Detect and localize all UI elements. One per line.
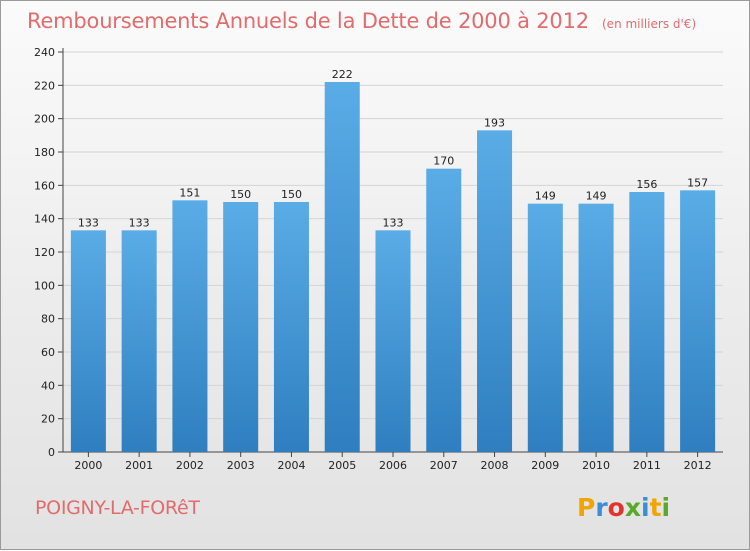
x-tick-label: 2004 — [277, 459, 305, 472]
data-label: 150 — [281, 188, 302, 201]
data-label: 157 — [687, 176, 708, 189]
bar — [121, 230, 157, 452]
proxiti-logo[interactable]: Proxiti — [577, 493, 670, 522]
bar — [680, 190, 716, 453]
x-tick-label: 2008 — [481, 459, 509, 472]
brand-letter: o — [607, 493, 625, 522]
brand-letter: t — [649, 493, 662, 522]
chart-title: Remboursements Annuels de la Dette de 20… — [27, 9, 589, 33]
x-tick-label: 2009 — [531, 459, 559, 472]
data-label: 150 — [230, 188, 251, 201]
bars — [70, 82, 716, 453]
y-tick-label: 80 — [41, 313, 55, 326]
bar — [578, 203, 614, 452]
brand-letter: x — [624, 493, 641, 522]
data-label: 133 — [383, 216, 404, 229]
town-name: POIGNY-LA-FORêT — [35, 497, 200, 519]
data-label: 222 — [332, 68, 353, 81]
data-label: 133 — [129, 216, 150, 229]
brand-letter: r — [595, 493, 608, 522]
data-label: 149 — [535, 190, 556, 203]
bar — [375, 230, 411, 452]
y-tick-label: 140 — [34, 213, 55, 226]
x-tick-label: 2012 — [684, 459, 712, 472]
bar — [629, 192, 665, 452]
x-tick-label: 2005 — [328, 459, 356, 472]
y-tick-label: 40 — [41, 379, 55, 392]
bar — [527, 203, 563, 452]
bar — [426, 168, 462, 452]
data-label: 193 — [484, 116, 505, 129]
data-label: 156 — [636, 178, 657, 191]
y-tick-label: 120 — [34, 246, 55, 259]
y-tick-label: 180 — [34, 146, 55, 159]
y-tick-label: 220 — [34, 79, 55, 92]
y-tick-label: 100 — [34, 279, 55, 292]
title-row: Remboursements Annuels de la Dette de 20… — [27, 9, 696, 33]
y-tick-label: 20 — [41, 413, 55, 426]
x-tick-label: 2003 — [227, 459, 255, 472]
brand-letter: i — [641, 493, 650, 522]
y-tick-label: 240 — [34, 46, 55, 59]
data-label: 149 — [586, 190, 607, 203]
brand-letter: P — [577, 493, 596, 522]
x-tick-label: 2007 — [430, 459, 458, 472]
labels: 0 20 40 60 80 100 120 140 160 180 200 220 240 133 2000… — [34, 46, 712, 472]
y-tick-label: 0 — [48, 446, 55, 459]
y-tick-label: 60 — [41, 346, 55, 359]
x-tick-label: 2006 — [379, 459, 407, 472]
bar — [324, 82, 360, 452]
bar — [172, 200, 208, 452]
x-tick-label: 2002 — [176, 459, 204, 472]
bar — [273, 202, 309, 452]
x-tick-label: 2010 — [582, 459, 610, 472]
brand-letter: i — [661, 493, 671, 522]
y-tick-label: 200 — [34, 113, 55, 126]
x-tick-label: 2001 — [125, 459, 153, 472]
data-label: 133 — [78, 216, 99, 229]
bar — [477, 130, 513, 453]
data-label: 170 — [433, 155, 454, 168]
y-tick-label: 160 — [34, 179, 55, 192]
bar — [70, 230, 106, 452]
chart-unit: (en milliers d'€) — [602, 17, 697, 31]
x-tick-label: 2011 — [633, 459, 661, 472]
x-tick-label: 2000 — [74, 459, 102, 472]
data-label: 151 — [179, 186, 200, 199]
bar — [223, 202, 259, 452]
